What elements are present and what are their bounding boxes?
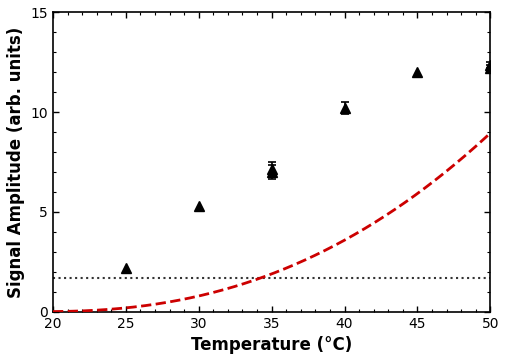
X-axis label: Temperature (°C): Temperature (°C): [191, 336, 351, 354]
Y-axis label: Signal Amplitude (arb. units): Signal Amplitude (arb. units): [7, 26, 25, 298]
